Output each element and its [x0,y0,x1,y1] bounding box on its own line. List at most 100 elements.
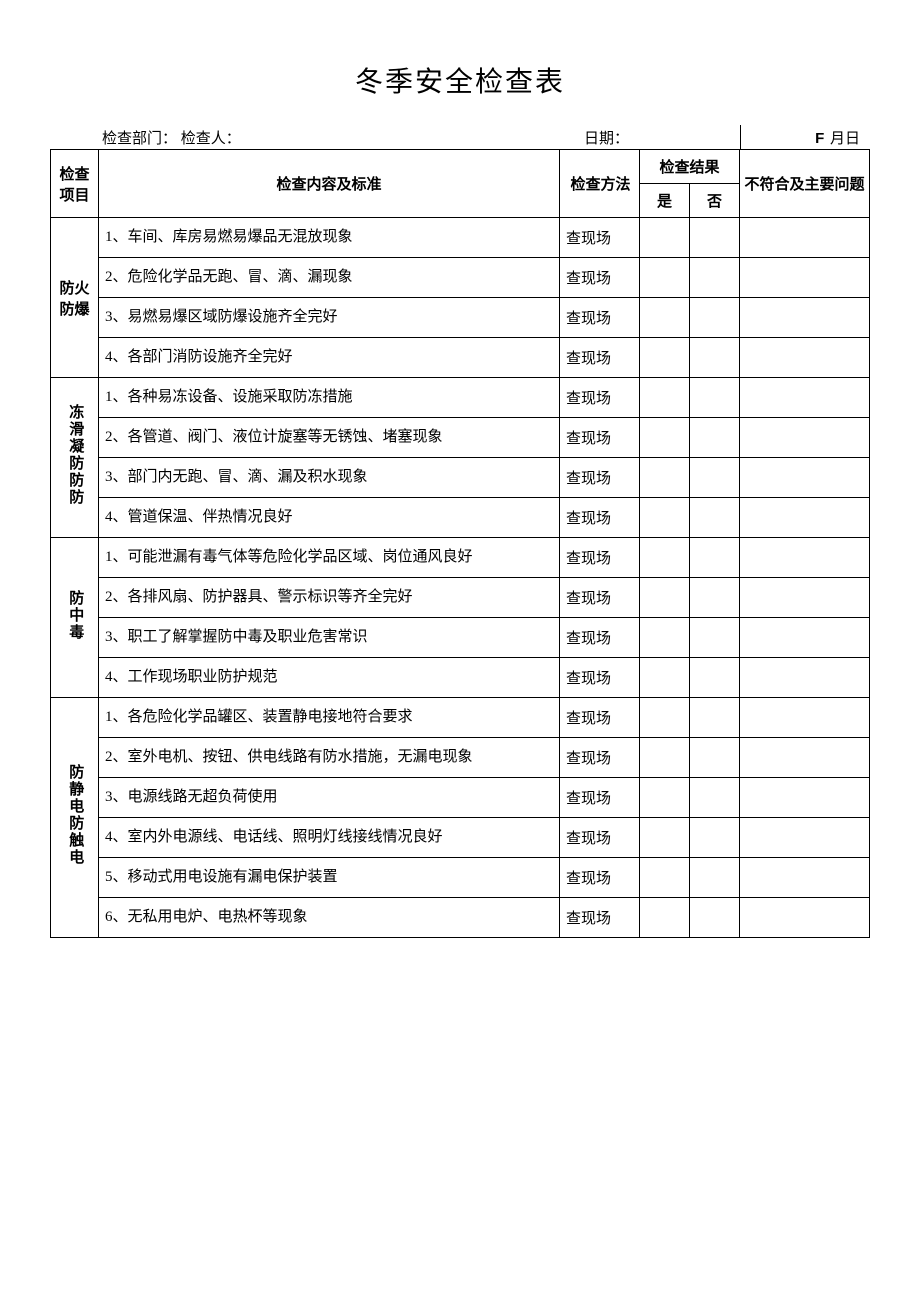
table-row: 2、各排风扇、防护器具、警示标识等齐全完好查现场 [51,578,870,618]
table-row: 4、室内外电源线、电话线、照明灯线接线情况良好查现场 [51,818,870,858]
result-yes-cell [640,538,690,578]
result-yes-cell [640,898,690,938]
result-no-cell [690,658,740,698]
content-cell: 1、车间、库房易燃易爆品无混放现象 [99,218,560,258]
date-f: F [815,130,824,147]
content-cell: 4、工作现场职业防护规范 [99,658,560,698]
date-label: 日期： [584,131,629,147]
table-row: 2、各管道、阀门、液位计旋塞等无锈蚀、堵塞现象查现场 [51,418,870,458]
table-row: 4、管道保温、伴热情况良好查现场 [51,498,870,538]
page-title: 冬季安全检查表 [50,60,870,100]
issue-cell [740,698,870,738]
issue-cell [740,858,870,898]
table-row: 3、易燃易爆区域防爆设施齐全完好查现场 [51,298,870,338]
issue-cell [740,418,870,458]
content-cell: 4、各部门消防设施齐全完好 [99,338,560,378]
issue-cell [740,258,870,298]
category-cell: 冻滑凝防防防 [51,378,99,538]
issue-cell [740,658,870,698]
method-cell: 查现场 [560,298,640,338]
result-yes-cell [640,418,690,458]
table-row: 防中毒1、可能泄漏有毒气体等危险化学品区域、岗位通风良好查现场 [51,538,870,578]
content-cell: 4、室内外电源线、电话线、照明灯线接线情况良好 [99,818,560,858]
content-cell: 3、职工了解掌握防中毒及职业危害常识 [99,618,560,658]
method-cell: 查现场 [560,498,640,538]
result-yes-cell [640,738,690,778]
result-no-cell [690,858,740,898]
method-cell: 查现场 [560,378,640,418]
method-cell: 查现场 [560,738,640,778]
issue-cell [740,818,870,858]
th-yes: 是 [640,184,690,218]
result-yes-cell [640,218,690,258]
result-no-cell [690,778,740,818]
issue-cell [740,298,870,338]
issue-cell [740,338,870,378]
table-row: 2、室外电机、按钮、供电线路有防水措施，无漏电现象查现场 [51,738,870,778]
method-cell: 查现场 [560,858,640,898]
result-no-cell [690,738,740,778]
method-cell: 查现场 [560,218,640,258]
result-no-cell [690,378,740,418]
date-suffix: 月日 [830,131,860,147]
issue-cell [740,618,870,658]
th-issue: 不符合及主要问题 [740,150,870,218]
result-yes-cell [640,858,690,898]
result-no-cell [690,818,740,858]
table-row: 3、部门内无跑、冒、滴、漏及积水现象查现场 [51,458,870,498]
issue-cell [740,498,870,538]
issue-cell [740,778,870,818]
result-yes-cell [640,818,690,858]
content-cell: 5、移动式用电设施有漏电保护装置 [99,858,560,898]
method-cell: 查现场 [560,778,640,818]
result-yes-cell [640,498,690,538]
inspector-label: 检查人： [181,131,241,147]
result-yes-cell [640,618,690,658]
th-no: 否 [690,184,740,218]
dept-label: 检查部门： [102,131,177,147]
method-cell: 查现场 [560,898,640,938]
method-cell: 查现场 [560,698,640,738]
issue-cell [740,538,870,578]
result-yes-cell [640,298,690,338]
method-cell: 查现场 [560,578,640,618]
table-row: 4、各部门消防设施齐全完好查现场 [51,338,870,378]
content-cell: 2、危险化学品无跑、冒、滴、漏现象 [99,258,560,298]
result-no-cell [690,258,740,298]
th-method: 检查方法 [560,150,640,218]
content-cell: 1、各种易冻设备、设施采取防冻措施 [99,378,560,418]
table-row: 3、电源线路无超负荷使用查现场 [51,778,870,818]
table-row: 防静电防触电1、各危险化学品罐区、装置静电接地符合要求查现场 [51,698,870,738]
method-cell: 查现场 [560,458,640,498]
issue-cell [740,218,870,258]
table-row: 5、移动式用电设施有漏电保护装置查现场 [51,858,870,898]
result-no-cell [690,418,740,458]
result-yes-cell [640,778,690,818]
method-cell: 查现场 [560,338,640,378]
result-yes-cell [640,338,690,378]
content-cell: 3、电源线路无超负荷使用 [99,778,560,818]
result-no-cell [690,578,740,618]
result-no-cell [690,538,740,578]
method-cell: 查现场 [560,818,640,858]
result-no-cell [690,698,740,738]
result-yes-cell [640,258,690,298]
table-row: 4、工作现场职业防护规范查现场 [51,658,870,698]
th-content: 检查内容及标准 [99,150,560,218]
content-cell: 3、易燃易爆区域防爆设施齐全完好 [99,298,560,338]
content-cell: 1、可能泄漏有毒气体等危险化学品区域、岗位通风良好 [99,538,560,578]
table-row: 3、职工了解掌握防中毒及职业危害常识查现场 [51,618,870,658]
method-cell: 查现场 [560,538,640,578]
category-cell: 防中毒 [51,538,99,698]
result-no-cell [690,898,740,938]
header-info: 检查部门： 检查人： 日期： F 月日 [50,125,870,150]
issue-cell [740,738,870,778]
result-yes-cell [640,458,690,498]
table-row: 6、无私用电炉、电热杯等现象查现场 [51,898,870,938]
content-cell: 1、各危险化学品罐区、装置静电接地符合要求 [99,698,560,738]
result-no-cell [690,458,740,498]
th-category: 检查项目 [51,150,99,218]
method-cell: 查现场 [560,258,640,298]
result-no-cell [690,218,740,258]
method-cell: 查现场 [560,418,640,458]
